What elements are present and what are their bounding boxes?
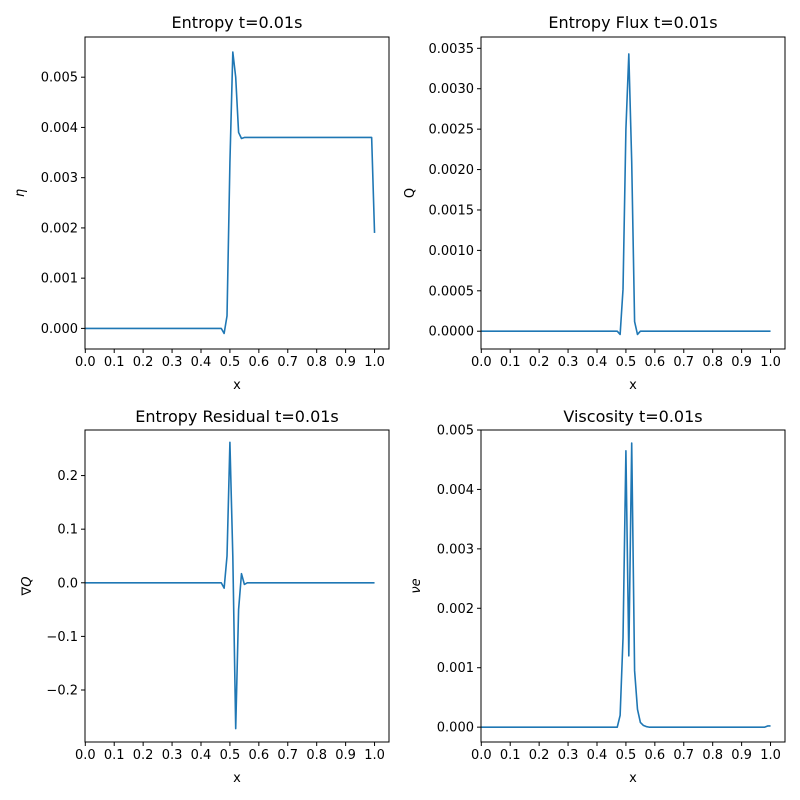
y-tick-label: 0.0005: [429, 284, 475, 299]
panel-entropy-flux: Entropy Flux t=0.01s 0.0 0.1 0.2 0.3 0.4 0.5 0…: [403, 13, 786, 393]
x-tick-label: 0.0: [75, 355, 96, 370]
y-tick-label: 0.005: [437, 424, 474, 439]
y-tick-label: 0.0010: [429, 244, 475, 259]
series-line: [481, 442, 771, 728]
x-axis-label: x: [629, 771, 637, 786]
x-tick-label: 0.6: [644, 748, 665, 763]
x-tick-label: 0.2: [133, 748, 154, 763]
x-tick-label: 1.0: [760, 355, 781, 370]
x-tick-label: 0.9: [731, 355, 752, 370]
x-axis-label: x: [233, 378, 241, 393]
x-tick-label: 1.0: [364, 748, 385, 763]
x-tick-label: 0.1: [500, 355, 521, 370]
axes-frame: [84, 429, 390, 743]
y-tick-label: 0.001: [41, 272, 78, 287]
x-tick-label: 0.5: [220, 748, 241, 763]
x-tick-label: 0.7: [277, 748, 298, 763]
x-tick-label: 0.7: [673, 355, 694, 370]
x-tick-label: 0.4: [587, 355, 608, 370]
x-tick-label: 0.9: [731, 748, 752, 763]
panel-entropy: Entropy t=0.01s 0.0 0.1 0.2 0.3 0.4 0.5 0.6 0.7…: [13, 13, 390, 393]
panel-title: Entropy t=0.01s: [172, 13, 303, 32]
x-tick-label: 0.1: [104, 355, 125, 370]
x-tick-label: 0.8: [306, 355, 327, 370]
x-tick-label: 0.8: [306, 748, 327, 763]
y-tick-label: 0.003: [437, 542, 474, 557]
x-tick-label: 0.5: [616, 355, 637, 370]
x-tick-label: 0.6: [644, 355, 665, 370]
y-tick-label: 0.000: [41, 322, 78, 337]
x-tick-label: 0.0: [75, 748, 96, 763]
x-tick-label: 0.0: [471, 355, 492, 370]
x-tick-label: 0.2: [529, 355, 550, 370]
x-tick-label: 0.2: [529, 748, 550, 763]
x-tick-label: 0.7: [277, 355, 298, 370]
x-tick-label: 0.1: [500, 748, 521, 763]
x-tick-label: 0.5: [220, 355, 241, 370]
x-tick-label: 1.0: [760, 748, 781, 763]
x-tick-label: 0.9: [335, 748, 356, 763]
y-tick-label: 0.0020: [429, 163, 475, 178]
y-tick-label: 0.001: [437, 661, 474, 676]
x-tick-label: 0.8: [702, 748, 723, 763]
y-tick-label: 0.002: [41, 221, 78, 236]
y-tick-label: −0.2: [46, 684, 78, 699]
x-tick-label: 0.3: [162, 748, 183, 763]
y-tick-label: 0.004: [41, 121, 78, 136]
x-tick-label: 0.9: [335, 355, 356, 370]
panel-title: Entropy Flux t=0.01s: [548, 13, 717, 32]
y-tick-label: 0.004: [437, 483, 474, 498]
axes-frame: [480, 429, 786, 743]
x-tick-label: 0.4: [191, 748, 212, 763]
y-tick-label: 0.0025: [429, 123, 475, 138]
x-tick-label: 0.3: [558, 355, 579, 370]
x-tick-label: 0.7: [673, 748, 694, 763]
x-tick-label: 0.0: [471, 748, 492, 763]
y-tick-label: 0.000: [437, 721, 474, 736]
x-tick-label: 0.4: [191, 355, 212, 370]
x-tick-label: 0.2: [133, 355, 154, 370]
y-axis-label: Q: [403, 188, 418, 198]
y-tick-label: 0.0030: [429, 82, 475, 97]
panel-entropy-residual: Entropy Residual t=0.01s 0.0 0.1 0.2 0.3 0.4…: [20, 407, 390, 786]
y-axis-label: η: [13, 189, 28, 197]
y-axis-label: νe: [409, 578, 424, 593]
x-tick-label: 0.1: [104, 748, 125, 763]
y-tick-label: 0.005: [41, 71, 78, 86]
x-tick-label: 0.3: [162, 355, 183, 370]
panel-viscosity: Viscosity t=0.01s 0.0 0.1 0.2 0.3 0.4 0.5 0.6 0…: [409, 407, 786, 786]
x-tick-label: 1.0: [364, 355, 385, 370]
series-line: [85, 441, 375, 730]
panel-title: Entropy Residual t=0.01s: [135, 407, 339, 426]
y-tick-label: 0.0015: [429, 203, 475, 218]
series-line: [85, 51, 376, 335]
y-tick-label: 0.0000: [429, 325, 475, 340]
axes-frame: [480, 36, 786, 350]
y-axis-label: ∇Q: [20, 577, 35, 597]
x-tick-label: 0.6: [248, 355, 269, 370]
axes-frame: [84, 36, 390, 350]
y-tick-label: 0.002: [437, 602, 474, 617]
y-tick-label: 0.0035: [429, 42, 475, 57]
x-tick-label: 0.5: [616, 748, 637, 763]
panel-title: Viscosity t=0.01s: [563, 407, 702, 426]
y-tick-label: −0.1: [46, 630, 78, 645]
y-tick-label: 0.0: [57, 576, 78, 591]
y-tick-label: 0.003: [41, 171, 78, 186]
x-tick-label: 0.6: [248, 748, 269, 763]
x-axis-label: x: [233, 771, 241, 786]
x-tick-label: 0.3: [558, 748, 579, 763]
series-line: [481, 53, 771, 336]
x-tick-label: 0.8: [702, 355, 723, 370]
x-tick-label: 0.4: [587, 748, 608, 763]
y-tick-label: 0.1: [57, 523, 78, 538]
y-tick-label: 0.2: [57, 469, 78, 484]
x-axis-label: x: [629, 378, 637, 393]
